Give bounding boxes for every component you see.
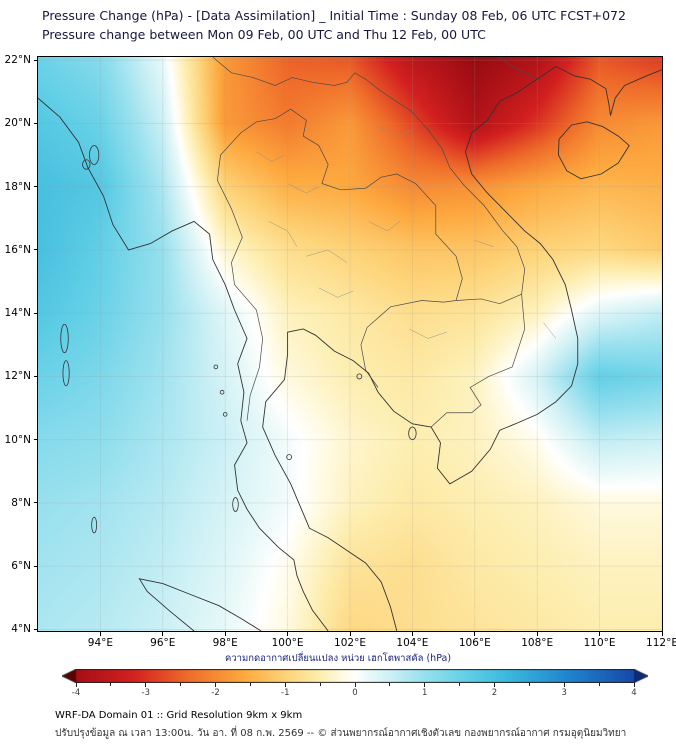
chart-title: Pressure Change (hPa) - [Data Assimilati… [42,8,626,23]
x-axis-tick [661,632,663,636]
colorbar-tick-label: 2 [491,688,498,698]
y-tick-label: 10°N [4,433,31,446]
colorbar-tick-label: -1 [281,688,290,698]
x-axis-tick [536,632,538,636]
y-axis-tick [34,565,38,567]
colorbar-tick [215,683,216,687]
y-axis-tick [34,59,38,61]
colorbar-tick-label: 0 [352,688,358,698]
colorbar-tick [284,683,286,687]
colorbar-tick [633,683,635,687]
x-axis: 94°E 96°E 98°E 100°E 102°E 104°E 106°E 108°E 110… [38,632,676,652]
y-tick-label: 14°N [4,307,31,320]
y-tick-label: 6°N [11,560,31,573]
x-tick-label: 98°E [212,637,238,649]
x-tick-label: 100°E [271,637,304,649]
y-axis-tick [34,439,38,441]
colorbar-tick [528,683,530,686]
colorbar-tick [319,683,321,686]
model-info: WRF-DA Domain 01 :: Grid Resolution 9km … [55,710,303,721]
y-tick-label: 8°N [11,496,31,509]
colorbar-tick-label: -2 [211,688,220,698]
y-tick-label: 16°N [4,243,31,256]
x-tick-label: 102°E [334,637,366,649]
colorbar-tick [180,683,182,686]
x-axis-tick [599,632,601,636]
y-axis-tick [34,628,38,630]
y-axis-tick [34,186,38,188]
colorbar-tick [598,683,600,686]
x-axis-tick [349,632,351,636]
map-plot-area [37,56,663,632]
y-tick-label: 22°N [4,54,31,67]
colorbar-tick [354,683,356,687]
x-tick-label: 106°E [458,637,491,649]
colorbar-tick-label: -3 [141,688,150,698]
colorbar-tick-label: 1 [422,688,428,698]
y-axis-tick [34,122,38,124]
y-axis-tick [34,375,38,377]
colorbar-tick [145,683,147,687]
x-tick-label: 110°E [583,637,616,649]
y-tick-label: 18°N [4,180,31,193]
colorbar-tick [249,683,251,686]
colorbar-tick [494,683,495,687]
colorbar [62,669,648,683]
x-axis-tick [411,632,413,636]
y-axis-tick [34,502,38,504]
colorbar-tick [75,683,77,687]
y-axis-tick [34,249,38,251]
colorbar-label: ความกดอากาศเปลี่ยนแปลง หน่วย เฮกโตพาสคัล… [224,653,452,664]
colorbar-tick-label: 4 [631,688,637,698]
pressure-field-canvas [38,57,662,631]
x-tick-label: 108°E [521,637,554,649]
x-tick-label: 112°E [646,637,676,649]
x-tick-label: 94°E [87,637,114,649]
x-axis-tick [287,632,289,636]
x-axis-tick [162,632,164,636]
colorbar-tick [424,683,426,687]
y-axis: 22°N 20°N 18°N 16°N 14°N 12°N 10°N 8°N 6°N 4°N [0,54,38,635]
y-tick-label: 20°N [4,117,31,130]
y-tick-label: 12°N [4,370,31,383]
issuing-agency-info: ปรับปรุงข้อมูล ณ เวลา 13:00น. วัน อา. ที… [55,728,627,739]
colorbar-tick [389,683,391,686]
colorbar-tick [459,683,461,686]
colorbar-tick [110,683,112,686]
y-tick-label: 4°N [11,623,31,636]
y-axis-tick [34,312,38,314]
x-axis-tick [224,632,226,636]
colorbar-tick [563,683,565,687]
x-axis-tick [474,632,476,636]
colorbar-tick-label: -4 [71,688,81,698]
x-tick-label: 104°E [396,637,429,649]
colorbar-ticks: -4 -3 -2 -1 0 1 2 3 4 [62,683,648,705]
colorbar-tick-label: 3 [561,688,567,698]
chart-subtitle: Pressure change between Mon 09 Feb, 00 U… [42,27,486,42]
x-tick-label: 96°E [150,637,176,649]
x-axis-tick [99,632,101,636]
